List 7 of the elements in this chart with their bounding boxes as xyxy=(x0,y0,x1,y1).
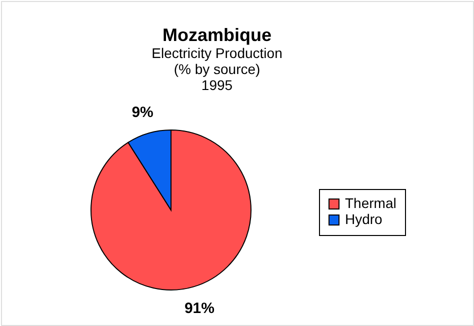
legend-label: Thermal xyxy=(345,195,396,211)
data-label: 91% xyxy=(184,300,214,317)
legend-label: Hydro xyxy=(345,211,383,227)
pie-slice xyxy=(90,130,252,290)
chart-subtitle: Electricity Production (% by source) 1995 xyxy=(152,45,282,93)
chart-title: Mozambique xyxy=(162,25,272,45)
data-label: 9% xyxy=(132,104,154,122)
